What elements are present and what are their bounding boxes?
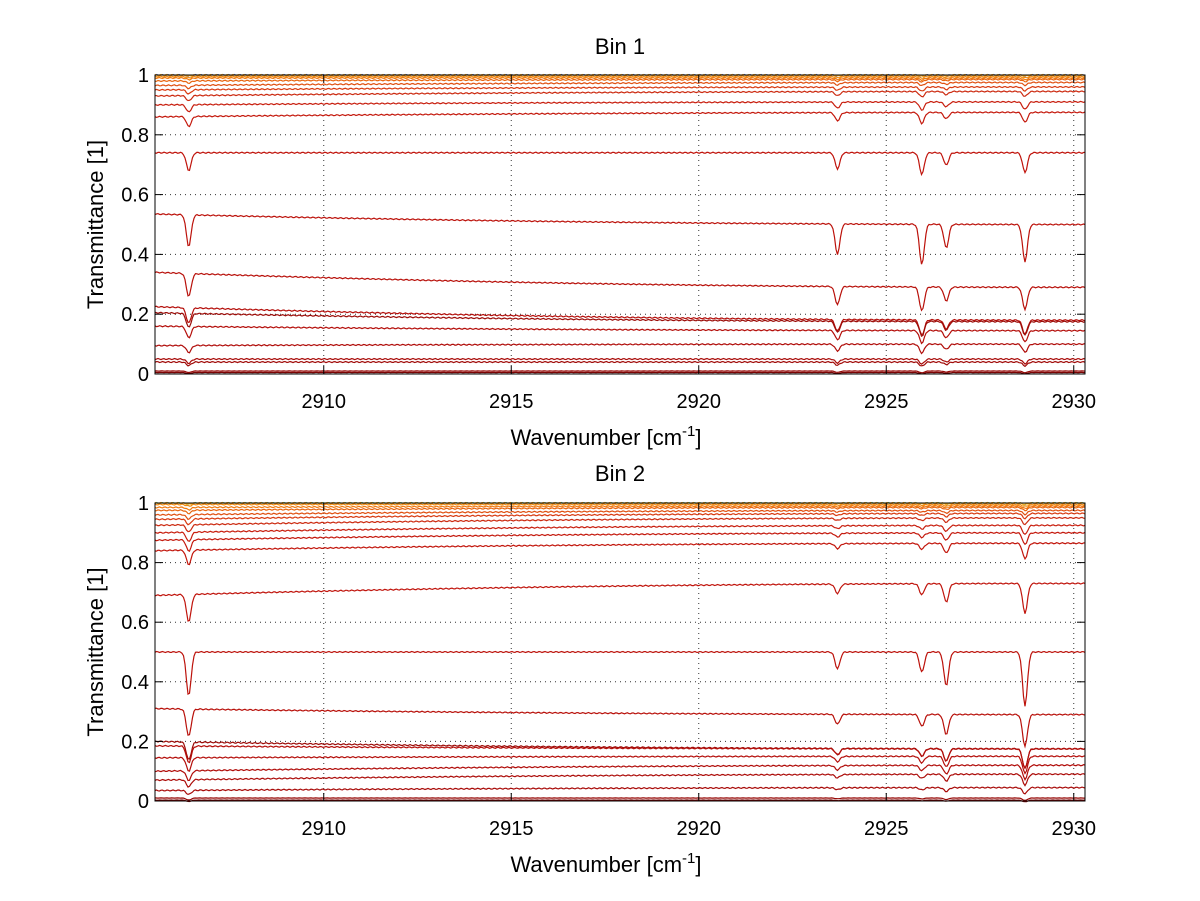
series-line <box>154 271 1086 312</box>
series-line <box>154 531 1086 553</box>
series-line <box>154 371 1086 375</box>
y-axis-label: Transmittance [1] <box>83 567 108 736</box>
x-tick-label: 2920 <box>677 391 722 413</box>
series-line <box>154 797 1085 802</box>
series-line <box>154 357 1086 365</box>
x-tick-label: 2925 <box>864 391 909 413</box>
x-axis-label: Wavenumber [cm-1] <box>510 423 701 450</box>
y-tick-label: 0.4 <box>121 244 149 266</box>
y-tick-label: 0.6 <box>121 185 149 207</box>
series-line <box>154 509 1086 521</box>
series-line <box>154 81 1086 90</box>
series-line <box>154 504 1086 511</box>
subplot-bin-2: 2910 2915 2920 2925 2930 0 0.2 0.4 0.6 0.8 1 Bin 2 W… <box>83 461 1096 877</box>
series-line <box>154 151 1086 177</box>
series-line <box>154 100 1086 113</box>
series-line <box>154 111 1086 128</box>
series-line <box>154 786 1086 796</box>
chart-title: Bin 2 <box>595 461 645 486</box>
series-line <box>154 744 1086 770</box>
series-line <box>154 799 1086 803</box>
y-tick-label: 0 <box>138 791 149 813</box>
series-line <box>154 764 1086 782</box>
series-line <box>154 542 1086 566</box>
series-line <box>154 772 1086 788</box>
series-line <box>154 342 1086 355</box>
y-tick-label: 0.6 <box>121 612 149 634</box>
y-tick-label: 1 <box>138 65 149 87</box>
series-line <box>154 524 1086 542</box>
y-tick-label: 0.8 <box>121 553 149 575</box>
series-line <box>154 506 1085 515</box>
series-line <box>154 76 1086 82</box>
series-line <box>154 78 1085 85</box>
series-line <box>154 75 1086 79</box>
series-line <box>154 325 1086 345</box>
series-line <box>154 650 1086 707</box>
x-tick-label: 2910 <box>302 818 347 840</box>
y-tick-label: 0 <box>138 364 149 386</box>
x-tick-label: 2915 <box>489 818 534 840</box>
series-line <box>154 212 1086 265</box>
y-tick-label: 0.4 <box>121 672 149 694</box>
y-tick-label: 0.8 <box>121 125 149 147</box>
y-tick-label: 0.2 <box>121 731 149 753</box>
x-tick-label: 2920 <box>677 818 722 840</box>
subplot-bin-1: 2910 2915 2920 2925 2930 0 0.2 0.4 0.6 0.8 1 Bin 1 W… <box>83 34 1096 450</box>
x-axis-label: Wavenumber [cm-1] <box>510 850 701 877</box>
series-line <box>154 503 1086 507</box>
series-line <box>154 755 1086 775</box>
series-line <box>155 90 1086 102</box>
x-tick-label: 2910 <box>302 391 347 413</box>
series-line <box>154 370 1086 374</box>
y-tick-label: 1 <box>138 493 149 515</box>
series-line <box>155 516 1086 533</box>
y-tick-label: 0.2 <box>121 304 149 326</box>
series-line <box>154 512 1086 526</box>
series-line <box>154 360 1086 368</box>
series-line <box>154 582 1086 622</box>
y-axis-label: Transmittance [1] <box>83 140 108 309</box>
axes-frame <box>154 74 1086 375</box>
series-line <box>154 85 1086 95</box>
x-tick-label: 2930 <box>1052 818 1097 840</box>
x-tick-label: 2930 <box>1052 391 1097 413</box>
series-line <box>154 707 1086 749</box>
series-line <box>154 311 1086 338</box>
series-line <box>154 305 1086 336</box>
axes-frame <box>154 502 1086 802</box>
x-tick-label: 2915 <box>489 391 534 413</box>
x-tick-label: 2925 <box>864 818 909 840</box>
chart-title: Bin 1 <box>595 34 645 59</box>
